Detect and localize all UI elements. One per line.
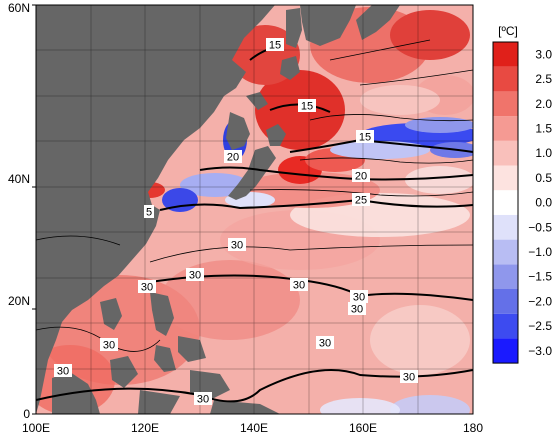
longitude-axis: 100E 120E 140E 160E 180 <box>22 421 483 435</box>
contour-label: 15 <box>301 101 313 113</box>
colorbar-block <box>493 66 518 92</box>
contour-label: 30 <box>403 372 415 384</box>
colorbar-tick-label: 2.0 <box>535 97 552 111</box>
contour-label: 30 <box>231 240 243 252</box>
colorbar-tick-label: 0.5 <box>535 171 552 185</box>
colorbar-block <box>493 239 518 265</box>
contour-label: 30 <box>319 338 331 350</box>
colorbar-frame <box>492 41 519 364</box>
contour-label: 30 <box>197 394 209 406</box>
contour-label: 30 <box>353 292 365 304</box>
lon-label-140e: 140E <box>240 421 268 435</box>
lon-label-120e: 120E <box>131 421 159 435</box>
colorbar-tick-label: 3.0 <box>535 47 552 61</box>
colorbar-block <box>493 190 518 215</box>
lat-label-60n: 60N <box>8 1 30 15</box>
contour-label: 5 <box>146 207 152 219</box>
contour-label: 30 <box>141 282 153 294</box>
colorbar-block <box>493 165 518 191</box>
colorbar-block <box>493 214 518 240</box>
lat-label-0: 0 <box>23 407 30 421</box>
colorbar: [ºC] 3.0 2.5 2.0 1.5 1.0 0.5 0.0 −0.5 −1.0 −1.5 −2… <box>492 24 552 364</box>
contour-label: 30 <box>189 270 201 282</box>
colorbar-block <box>493 140 518 166</box>
colorbar-tick-label: −1.0 <box>528 245 552 259</box>
colorbar-tick-label: −2.0 <box>528 294 552 308</box>
contour-label: 30 <box>57 366 69 378</box>
colorbar-block <box>493 289 518 314</box>
lon-label-100e: 100E <box>22 421 50 435</box>
colorbar-block <box>493 42 518 67</box>
sst-contours <box>36 39 473 403</box>
graticule <box>36 5 473 414</box>
lon-label-180: 180 <box>463 421 483 435</box>
colorbar-tick-label: 1.0 <box>535 146 552 160</box>
latitude-axis: 60N 40N 20N 0 <box>8 1 36 421</box>
contour-label: 30 <box>103 340 115 352</box>
map-panel: 15 15 15 20 20 25 30 30 30 30 30 30 30 3… <box>36 5 473 414</box>
colorbar-tick-label: −3.0 <box>528 344 552 358</box>
lat-label-40n: 40N <box>8 172 30 186</box>
colorbar-tick-label: 0.0 <box>535 196 552 210</box>
contour-label: 15 <box>359 132 371 144</box>
colorbar-unit: [ºC] <box>498 24 518 38</box>
colorbar-tick-label: −2.5 <box>528 319 552 333</box>
colorbar-blocks <box>492 41 519 364</box>
map-frame <box>35 4 474 415</box>
contour-label: 15 <box>269 40 281 52</box>
contour-labels: 15 15 15 20 20 25 30 30 30 30 30 30 30 3… <box>54 38 418 406</box>
colorbar-tick-labels: 3.0 2.5 2.0 1.5 1.0 0.5 0.0 −0.5 −1.0 −1.5 −2.0 −2.… <box>528 47 552 357</box>
contour-label: 30 <box>351 304 363 316</box>
contour-label: 30 <box>293 280 305 292</box>
colorbar-tick-label: 1.5 <box>535 121 552 135</box>
colorbar-block <box>493 116 518 141</box>
land <box>36 5 400 414</box>
contour-label: 20 <box>227 152 239 164</box>
colorbar-tick-label: −1.5 <box>528 270 552 284</box>
colorbar-block <box>493 338 518 364</box>
colorbar-block <box>493 313 518 339</box>
contour-label: 25 <box>355 195 367 207</box>
lat-label-20n: 20N <box>8 294 30 308</box>
colorbar-tick-label: −0.5 <box>528 220 552 234</box>
lon-label-160e: 160E <box>349 421 377 435</box>
colorbar-tick-label: 2.5 <box>535 72 552 86</box>
colorbar-block <box>493 264 518 289</box>
contour-label: 20 <box>355 171 367 183</box>
colorbar-block <box>493 91 518 117</box>
